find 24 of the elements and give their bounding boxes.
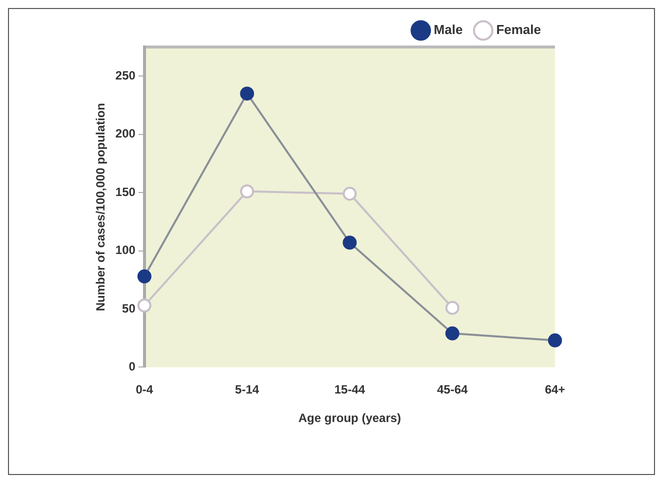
y-axis-title: Number of cases/100,000 population [94, 103, 108, 312]
point [445, 326, 460, 340]
point [548, 333, 562, 348]
y-tick-label: 0 [128, 360, 136, 374]
point [137, 269, 152, 284]
x-axis-title: Age group (years) [298, 411, 402, 426]
point [240, 184, 254, 198]
point [342, 236, 357, 250]
point [445, 300, 460, 315]
x-tick-label: 45-64 [437, 382, 468, 397]
x-tick-label: 5-14 [235, 382, 260, 397]
point [137, 298, 152, 312]
y-tick-label: 250 [115, 68, 136, 82]
y-tick-label: 150 [115, 184, 136, 199]
x-tick-label: 0-4 [136, 382, 154, 397]
y-tick-label: 50 [122, 301, 136, 316]
point [240, 86, 254, 101]
x-tick-label: 15-44 [334, 382, 366, 397]
y-tick-label: 100 [115, 243, 136, 258]
y-tick-label: 200 [115, 126, 136, 141]
legend-label: Male [434, 22, 463, 38]
x-tick-label: 64+ [544, 382, 566, 397]
point [342, 186, 357, 201]
legend-label: Female [496, 22, 542, 38]
